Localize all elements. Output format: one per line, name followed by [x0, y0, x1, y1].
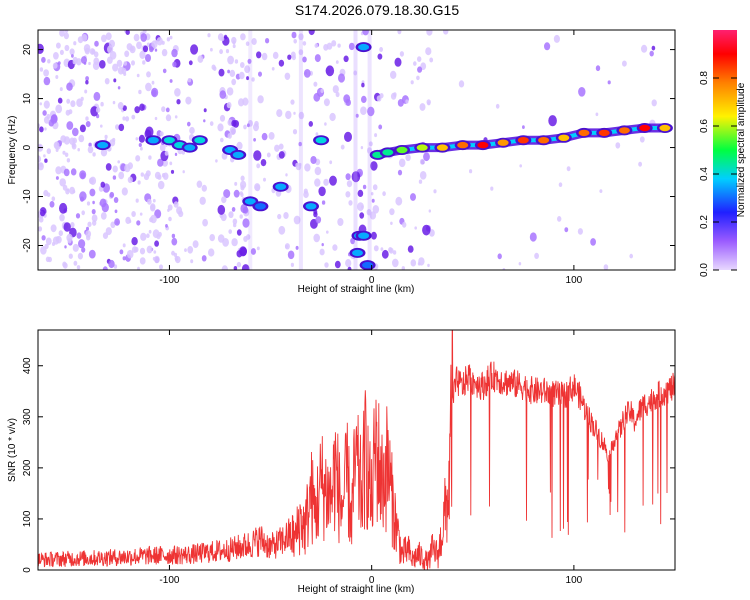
colorbar-tick-label: 0.8	[699, 71, 710, 85]
ridge-point	[497, 139, 509, 146]
ridge-point	[578, 129, 590, 137]
snr-series-line	[38, 330, 675, 570]
ridge-point	[97, 141, 109, 149]
ridge-point	[659, 124, 671, 132]
spectrogram-speckle	[38, 30, 657, 270]
snr-ytick-label: 0	[22, 567, 33, 573]
spectrogram-frame	[37, 29, 676, 271]
ridge-point	[358, 43, 370, 51]
snr-panel: -100 0 100 0 100 200 300 400 Height of straigh…	[7, 329, 676, 595]
ridge-point	[163, 137, 175, 144]
snr-ytick-label: 300	[22, 408, 33, 425]
ridge-point	[477, 141, 489, 149]
ridge-point	[232, 151, 244, 159]
snr-ylabel: SNR (10 * v/v)	[7, 418, 18, 482]
spectrogram-ytick-label: -10	[22, 189, 33, 204]
snr-ytick-label: 200	[22, 459, 33, 476]
spectrogram-ridge	[94, 42, 673, 270]
spectrogram-ytick-label: -20	[22, 238, 33, 253]
snr-frame	[37, 329, 676, 571]
ridge-point	[358, 232, 370, 239]
ridge-point	[558, 134, 570, 141]
spectrogram-xtick-label: 0	[369, 275, 375, 286]
spectrogram-streak	[298, 30, 303, 270]
ridge-point	[147, 137, 159, 144]
ridge-point	[639, 124, 651, 132]
ridge-point	[315, 137, 327, 144]
snr-ytick-label: 100	[22, 510, 33, 527]
snr-xtick-label: 100	[566, 575, 583, 586]
spectrogram-ylabel: Frequency (Hz)	[7, 116, 18, 185]
ridge-point	[254, 203, 266, 210]
colorbar-gradient	[713, 30, 737, 270]
snr-xlabel: Height of straight line (km)	[298, 584, 415, 595]
ridge-point	[244, 198, 256, 205]
ridge-point	[457, 141, 469, 149]
snr-xtick-label: -100	[159, 575, 179, 586]
ridge-point	[305, 203, 317, 210]
spectrogram-xtick-label: -100	[159, 275, 179, 286]
snr-xtick-label: 0	[369, 575, 375, 586]
figure-title: S174.2026.079.18.30.G15	[295, 2, 459, 18]
snr-ytick-label: 400	[22, 357, 33, 374]
ridge-point	[275, 183, 287, 190]
ridge-core	[375, 126, 667, 157]
colorbar-label: Normalized spectral amplitude	[736, 82, 747, 217]
ridge-point	[517, 137, 529, 144]
spectrogram-streak	[353, 30, 358, 270]
ridge-point	[618, 127, 630, 134]
ridge-point	[598, 129, 610, 137]
spectrogram-ytick-label: 20	[22, 44, 33, 56]
ridge-point	[396, 146, 408, 154]
ridge-point	[362, 261, 374, 269]
spectrogram-streak	[367, 30, 372, 270]
ridge-point	[184, 144, 196, 151]
spectrogram-ytick-label: 10	[22, 93, 33, 105]
spectrogram-xlabel: Height of straight line (km)	[298, 284, 415, 295]
colorbar-tick-label: 0.0	[699, 263, 710, 277]
colorbar-tick-label: 0.6	[699, 119, 710, 133]
ridge-point	[538, 137, 550, 144]
colorbar-tick-label: 0.4	[699, 167, 710, 181]
spectrogram-streak	[248, 30, 253, 270]
ridge-point	[352, 249, 363, 257]
spectrogram-ytick-label: 0	[22, 144, 33, 150]
ridge-point	[382, 149, 394, 156]
colorbar-tick-label: 0.2	[699, 215, 710, 229]
colorbar: 0.0 0.2 0.4 0.6 0.8 Normalized spectral ampl…	[699, 30, 747, 277]
ridge-point	[436, 144, 448, 151]
ridge-point	[194, 137, 206, 144]
ridge-point	[416, 144, 428, 151]
spectrogram-xtick-label: 100	[566, 275, 583, 286]
